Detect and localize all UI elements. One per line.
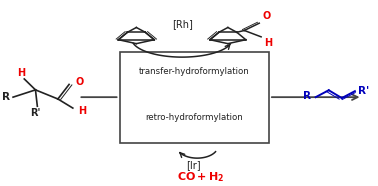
Text: H: H xyxy=(17,68,25,78)
Text: R': R' xyxy=(358,86,369,96)
Text: O: O xyxy=(262,11,271,21)
Text: O: O xyxy=(76,77,84,87)
Text: H: H xyxy=(264,38,272,48)
Text: [Ir]: [Ir] xyxy=(186,160,201,170)
Text: R: R xyxy=(303,91,311,101)
Bar xyxy=(119,52,269,143)
Text: $\mathbf{CO + H_2}$: $\mathbf{CO + H_2}$ xyxy=(177,170,225,184)
Text: R': R' xyxy=(30,108,41,118)
Text: R: R xyxy=(2,92,10,102)
Text: transfer-hydroformylation: transfer-hydroformylation xyxy=(139,67,249,76)
Text: H: H xyxy=(78,106,87,116)
Text: [Rh]: [Rh] xyxy=(172,19,192,29)
Text: retro-hydroformylation: retro-hydroformylation xyxy=(146,113,243,122)
